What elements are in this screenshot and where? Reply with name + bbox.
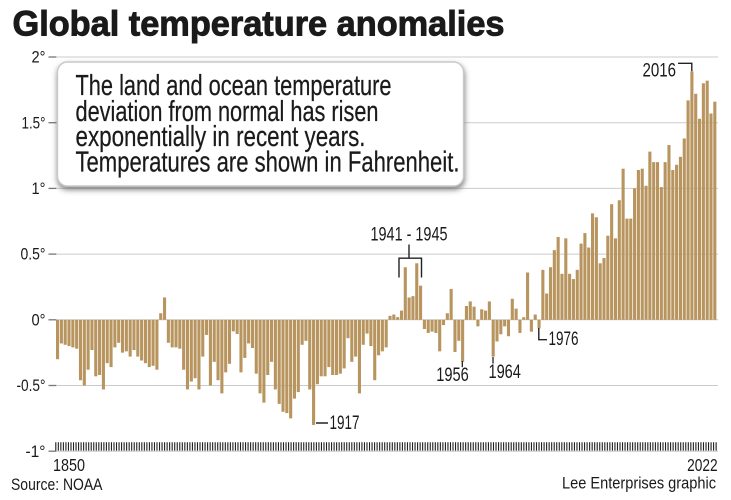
svg-text:1976: 1976 xyxy=(549,329,579,350)
svg-text:1850: 1850 xyxy=(53,455,85,475)
svg-text:0.5°: 0.5° xyxy=(21,245,46,264)
svg-text:1917: 1917 xyxy=(330,413,360,434)
svg-text:deviation from normal has rise: deviation from normal has risen xyxy=(76,96,379,128)
svg-text:2°: 2° xyxy=(32,48,46,67)
svg-text:0°: 0° xyxy=(32,310,46,329)
svg-text:The land and ocean temperature: The land and ocean temperature xyxy=(76,70,392,102)
svg-text:2016: 2016 xyxy=(643,61,677,82)
svg-text:Temperatures are shown in Fahr: Temperatures are shown in Fahrenheit. xyxy=(76,147,460,179)
svg-text:1956: 1956 xyxy=(436,365,469,386)
svg-text:1964: 1964 xyxy=(488,362,521,383)
svg-text:-0.5°: -0.5° xyxy=(17,376,46,395)
svg-text:1°: 1° xyxy=(32,179,46,198)
svg-text:Lee Enterprises graphic: Lee Enterprises graphic xyxy=(562,474,716,493)
svg-text:1941 - 1945: 1941 - 1945 xyxy=(371,225,448,246)
svg-text:exponentially in recent years.: exponentially in recent years. xyxy=(76,121,366,153)
svg-text:-1°: -1° xyxy=(26,442,46,461)
svg-text:1.5°: 1.5° xyxy=(22,113,46,132)
svg-text:Global temperature anomalies: Global temperature anomalies xyxy=(13,3,505,43)
svg-text:2022: 2022 xyxy=(687,455,718,475)
svg-text:Source: NOAA: Source: NOAA xyxy=(11,475,103,494)
